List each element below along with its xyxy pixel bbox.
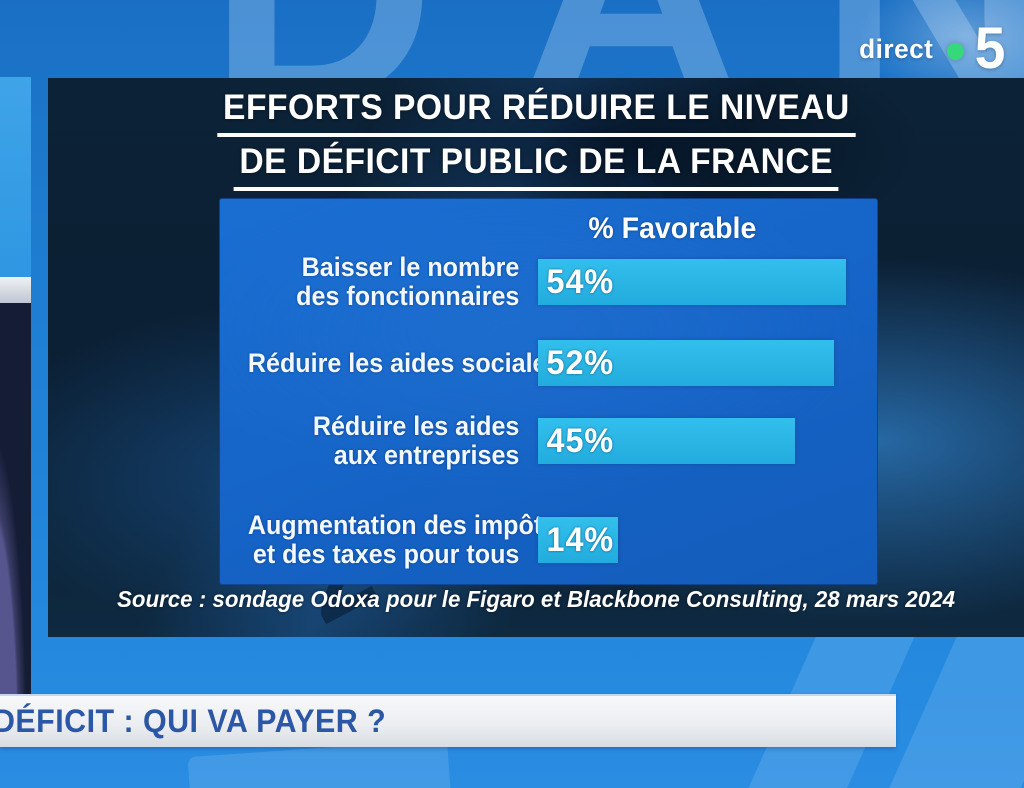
bar-value-label: 52% <box>546 343 615 382</box>
bar-row: Réduire les aides aux entreprises 45% <box>226 412 863 470</box>
sliver-light-band <box>0 277 31 303</box>
bar-track: 52% <box>538 340 863 386</box>
source-credit: Source : sondage Odoxa pour le Figaro et… <box>116 586 956 612</box>
live-label: direct <box>859 33 934 64</box>
bar-value-label: 14% <box>546 520 615 559</box>
bar-52: 52% <box>538 340 835 386</box>
bar-value-label: 45% <box>546 421 615 460</box>
bar-track: 14% <box>538 517 863 563</box>
bar-track: 54% <box>538 259 863 305</box>
infographic-panel: 20 20 20 EFFORTS POUR RÉDUIRE LE NIVEAU … <box>48 78 1024 637</box>
bar-label: Réduire les aides sociales <box>247 347 561 378</box>
bar-label: Baisser le nombre des fonctionnaires <box>296 252 520 311</box>
bar-54: 54% <box>538 259 846 305</box>
bar-45: 45% <box>538 418 795 464</box>
channel-5-logo: 5 <box>974 16 1006 81</box>
bar-track: 45% <box>538 418 863 464</box>
side-video-sliver <box>0 77 31 695</box>
bar-row: Baisser le nombre des fonctionnaires 54% <box>226 253 863 311</box>
live-dot-icon <box>946 42 964 60</box>
chart-title-line1: EFFORTS POUR RÉDUIRE LE NIVEAU <box>216 88 856 137</box>
live-badge: direct 5 <box>858 18 1006 80</box>
bar-chart: % Favorable Baisser le nombre des foncti… <box>219 198 878 585</box>
chart-title-line2: DE DÉFICIT PUBLIC DE LA FRANCE <box>233 142 839 191</box>
bar-14: 14% <box>538 517 618 563</box>
bar-row: Augmentation des impôts et des taxes pou… <box>226 511 863 569</box>
guest-silhouette <box>0 303 31 695</box>
bar-value-label: 54% <box>546 262 615 301</box>
sliver-screen-area <box>0 77 31 277</box>
bar-row: Réduire les aides sociales 52% <box>226 334 863 392</box>
chart-title: EFFORTS POUR RÉDUIRE LE NIVEAU DE DÉFICI… <box>48 88 1024 196</box>
chyron-title: DÉFICIT : QUI VA PAYER ? <box>0 703 387 739</box>
bar-label: Augmentation des impôts et des taxes pou… <box>247 510 557 569</box>
chart-column-header: % Favorable <box>587 212 756 245</box>
bar-label: Réduire les aides aux entreprises <box>312 411 520 470</box>
chyron-banner: DÉFICIT : QUI VA PAYER ? <box>0 694 896 747</box>
